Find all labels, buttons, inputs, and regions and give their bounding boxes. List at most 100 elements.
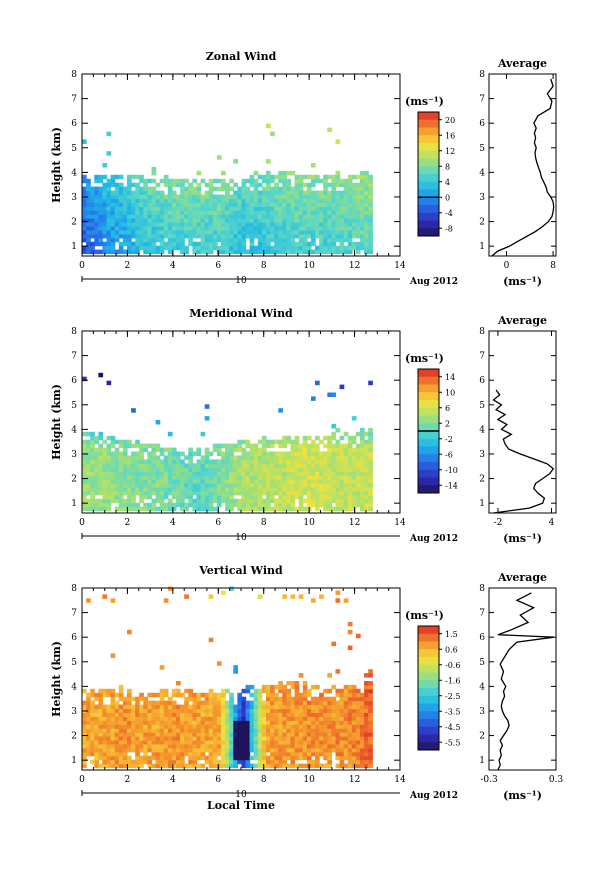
heatmap-cell: [127, 759, 132, 765]
heatmap-cell: [208, 696, 214, 702]
heatmap-cell: [102, 483, 108, 488]
heatmap-cell: [94, 736, 99, 741]
heatmap-cell: [216, 661, 222, 666]
heatmap-cell: [266, 471, 271, 476]
heatmap-cell: [82, 732, 87, 737]
heatmap-cell: [188, 222, 193, 227]
heatmap-cell: [139, 498, 144, 504]
heatmap-cell: [114, 732, 120, 737]
heatmap-cell: [200, 700, 206, 706]
heatmap-cell: [204, 755, 210, 761]
heatmap-cell: [110, 696, 116, 702]
heatmap-cell: [364, 740, 369, 745]
heatmap-cell: [278, 471, 283, 476]
heatmap-cell: [294, 222, 300, 227]
heatmap-cell: [282, 455, 287, 460]
heatmap-cell: [270, 222, 275, 227]
heatmap-cell: [306, 498, 312, 504]
heatmap-cell: [323, 471, 328, 476]
heatmap-cell: [114, 759, 120, 765]
heatmap-cell: [86, 598, 91, 603]
heatmap-cell: [102, 747, 108, 753]
heatmap-cell: [204, 732, 210, 737]
heatmap-cell: [98, 732, 104, 737]
heatmap-cell: [106, 222, 112, 227]
heatmap-cell: [323, 210, 328, 215]
heatmap-cell: [82, 186, 87, 192]
heatmap-cell: [110, 720, 116, 725]
heatmap-cell: [204, 229, 210, 235]
heatmap-cell: [351, 229, 357, 235]
average-x-tick-label: 0.3: [549, 775, 564, 785]
heatmap-cell: [233, 755, 238, 761]
heatmap-cell: [106, 182, 112, 188]
heatmap-cell: [315, 380, 320, 386]
heatmap-cell: [270, 455, 275, 460]
heatmap-cell: [216, 736, 222, 741]
heatmap-cell: [233, 237, 238, 243]
heatmap-cell: [135, 502, 140, 508]
heatmap-cell: [306, 233, 312, 239]
heatmap-cell: [122, 763, 128, 769]
heatmap-cell: [306, 229, 312, 235]
heatmap-cell: [294, 443, 300, 449]
heatmap-cell: [343, 229, 349, 235]
heatmap-cell: [274, 684, 279, 690]
heatmap-cell: [225, 475, 230, 480]
heatmap-cell: [184, 233, 189, 239]
heatmap-cell: [122, 447, 128, 453]
heatmap-cell: [122, 210, 128, 215]
heatmap-cell: [163, 241, 169, 247]
heatmap-cell: [368, 471, 373, 476]
heatmap-cell: [339, 443, 345, 449]
heatmap-cell: [200, 716, 206, 721]
heatmap-cell: [343, 218, 349, 223]
heatmap-cell: [192, 747, 198, 753]
heatmap-cell: [302, 229, 308, 235]
heatmap-cell: [159, 210, 165, 215]
colorbar-tick-label: 0: [445, 193, 450, 202]
heatmap-cell: [347, 645, 353, 651]
heatmap-cell: [171, 471, 177, 476]
heatmap-cell: [319, 696, 324, 702]
heatmap-cell: [319, 229, 324, 235]
heatmap-cell: [278, 681, 283, 686]
heatmap-cell: [351, 214, 357, 219]
heatmap-cell: [192, 490, 198, 496]
heatmap-cell: [245, 483, 251, 488]
heatmap-cell: [311, 396, 316, 401]
heatmap-cell: [315, 486, 320, 492]
heatmap-cell: [286, 724, 292, 729]
heatmap-cell: [122, 226, 128, 231]
heatmap-cell: [167, 451, 173, 456]
heatmap-cell: [327, 479, 332, 484]
heatmap-cell: [192, 471, 198, 476]
heatmap-cell: [200, 743, 206, 749]
heatmap-cell: [266, 245, 271, 251]
heatmap-cell: [249, 747, 255, 753]
heatmap-cell: [237, 237, 243, 243]
heatmap-cell: [298, 736, 304, 741]
heatmap-cell: [237, 696, 243, 702]
heatmap-cell: [180, 483, 185, 488]
colorbar-swatch: [418, 462, 439, 471]
colorbar-tick-label: 20: [445, 116, 455, 125]
heatmap-cell: [347, 759, 353, 765]
heatmap-cell: [155, 740, 161, 745]
heatmap-cell: [282, 763, 287, 769]
heatmap-cell: [315, 459, 320, 464]
heatmap-cell: [180, 486, 185, 492]
heatmap-cell: [176, 198, 181, 203]
heatmap-cell: [257, 206, 263, 211]
heatmap-cell: [118, 190, 124, 196]
heatmap-cell: [102, 459, 108, 464]
heatmap-cell: [216, 467, 222, 472]
heatmap-cell: [368, 198, 373, 203]
heatmap-cell: [180, 475, 185, 480]
heatmap-cell: [323, 443, 328, 449]
heatmap-cell: [204, 447, 210, 453]
heatmap-cell: [127, 245, 132, 251]
heatmap-cell: [270, 732, 275, 737]
heatmap-cell: [122, 202, 128, 207]
heatmap-cell: [204, 712, 210, 717]
